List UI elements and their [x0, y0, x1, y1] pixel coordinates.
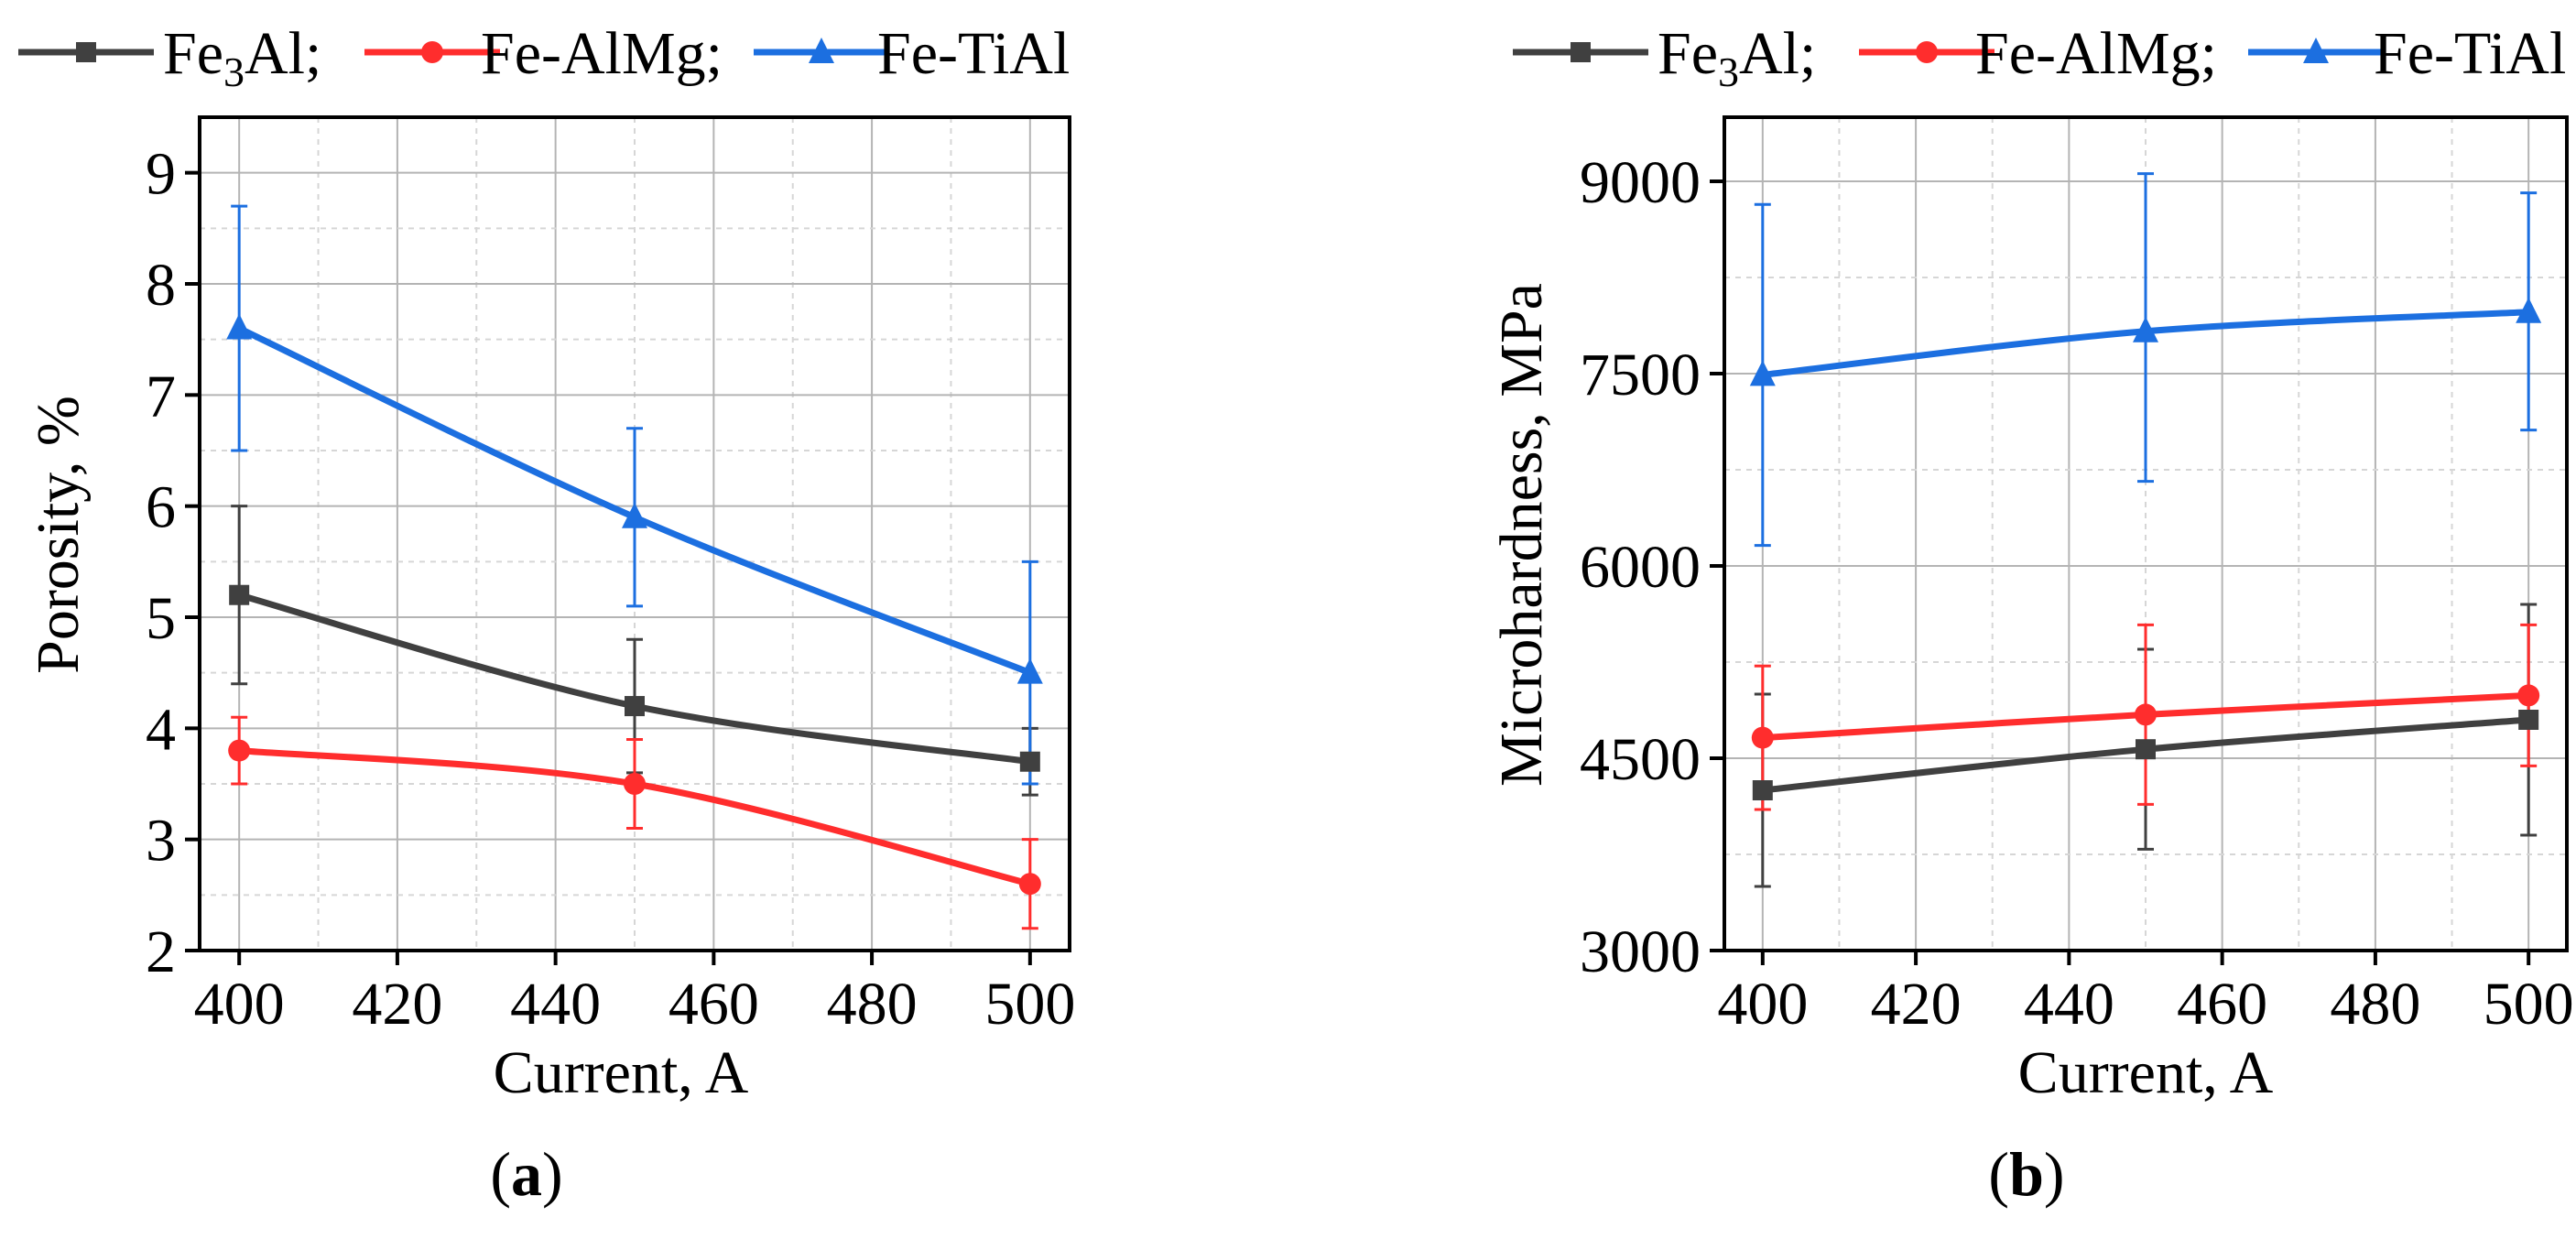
- legend-label: Fe-AlMg;: [1975, 20, 2217, 87]
- x-tick-label: 500: [2484, 971, 2574, 1038]
- data-point: [2133, 316, 2158, 342]
- legend-marker: [1571, 42, 1591, 62]
- data-point: [624, 773, 646, 795]
- y-tick-label: 8: [146, 252, 176, 319]
- data-point: [228, 739, 251, 762]
- x-tick-label: 460: [2177, 971, 2267, 1038]
- panel-label-b: (b): [1988, 1139, 2064, 1209]
- y-tick-label: 9000: [1580, 149, 1701, 216]
- data-point: [2516, 297, 2542, 323]
- data-point: [1751, 726, 1774, 749]
- y-axis-label-b: Microhardness, MPa: [1488, 283, 1555, 787]
- legend-label: Fe-TiAl: [2374, 20, 2566, 87]
- data-point: [226, 313, 253, 340]
- legend-marker: [421, 41, 443, 63]
- data-points-a: [226, 313, 1043, 896]
- y-tick-label: 3000: [1580, 918, 1701, 985]
- legend-marker: [76, 42, 96, 62]
- data-point: [622, 502, 647, 528]
- y-tick-label: 9: [146, 141, 176, 208]
- x-tick-label: 480: [827, 971, 918, 1038]
- x-tick-label: 440: [510, 971, 601, 1038]
- data-point: [2136, 739, 2156, 760]
- data-point: [625, 696, 645, 717]
- data-point: [1019, 751, 1040, 772]
- data-point: [1016, 658, 1043, 684]
- y-tick-label: 5: [146, 585, 176, 652]
- axis-ticks-a: 400 420 440 460 480 500 2 3 4 5 6 7 8 9: [146, 141, 1075, 1038]
- legend-label: Fe3Al;: [163, 20, 321, 95]
- plot-frame: [1723, 115, 2569, 952]
- panel-letter-b: b: [2009, 1139, 2044, 1209]
- x-tick-label: 420: [352, 971, 442, 1038]
- plot-frame: [198, 115, 1071, 952]
- y-tick-label: 7: [146, 363, 176, 429]
- x-tick-label: 460: [668, 971, 759, 1038]
- chart-panel-a: Fe3Al; Fe-AlMg; Fe-TiAl 400 420 440 460 480 500…: [18, 20, 1075, 1209]
- data-point: [1752, 780, 1773, 800]
- data-point: [1749, 360, 1776, 386]
- axis-ticks-b: 400 420 440 460 480 500 3000 4500 6000 7500 9000: [1580, 149, 2574, 1038]
- legend-label: Fe-TiAl: [877, 20, 1070, 87]
- x-tick-label: 440: [2024, 971, 2114, 1038]
- data-points-b: [1749, 297, 2542, 800]
- y-tick-label: 6000: [1580, 534, 1701, 601]
- legend-marker: [809, 38, 834, 63]
- y-tick-label: 3: [146, 808, 176, 875]
- legend-b: Fe3Al; Fe-AlMg; Fe-TiAl: [1513, 20, 2566, 95]
- x-tick-label: 400: [194, 971, 285, 1038]
- y-tick-label: 4: [146, 696, 176, 763]
- x-axis-label-a: Current, A: [494, 1039, 749, 1106]
- error-bars-a: [231, 204, 1038, 930]
- panel-letter-a: a: [511, 1139, 542, 1209]
- legend-marker: [1916, 41, 1938, 63]
- panel-label-a: (a): [490, 1139, 562, 1209]
- plot-frame-a: [198, 115, 1071, 952]
- y-tick-label: 7500: [1580, 342, 1701, 408]
- legend-label: Fe-AlMg;: [481, 20, 723, 87]
- legend-a: Fe3Al; Fe-AlMg; Fe-TiAl: [18, 20, 1070, 95]
- x-axis-label-b: Current, A: [2018, 1039, 2274, 1106]
- data-point: [2518, 710, 2539, 730]
- data-point: [2517, 684, 2540, 707]
- data-point: [229, 584, 250, 605]
- chart-panel-b: Fe3Al; Fe-AlMg; Fe-TiAl 400 420 440 460 480 500…: [1488, 20, 2574, 1209]
- y-tick-label: 2: [146, 918, 176, 985]
- legend-label: Fe3Al;: [1658, 20, 1816, 95]
- x-tick-label: 500: [984, 971, 1075, 1038]
- x-tick-label: 420: [1871, 971, 1962, 1038]
- legend-marker: [2303, 38, 2329, 63]
- x-tick-label: 480: [2330, 971, 2420, 1038]
- data-point: [2135, 703, 2157, 726]
- data-point: [1018, 873, 1041, 896]
- x-tick-label: 400: [1717, 971, 1808, 1038]
- y-tick-label: 4500: [1580, 726, 1701, 793]
- plot-frame-b: [1723, 115, 2569, 952]
- y-axis-label-a: Porosity, %: [25, 396, 92, 674]
- y-tick-label: 6: [146, 474, 176, 541]
